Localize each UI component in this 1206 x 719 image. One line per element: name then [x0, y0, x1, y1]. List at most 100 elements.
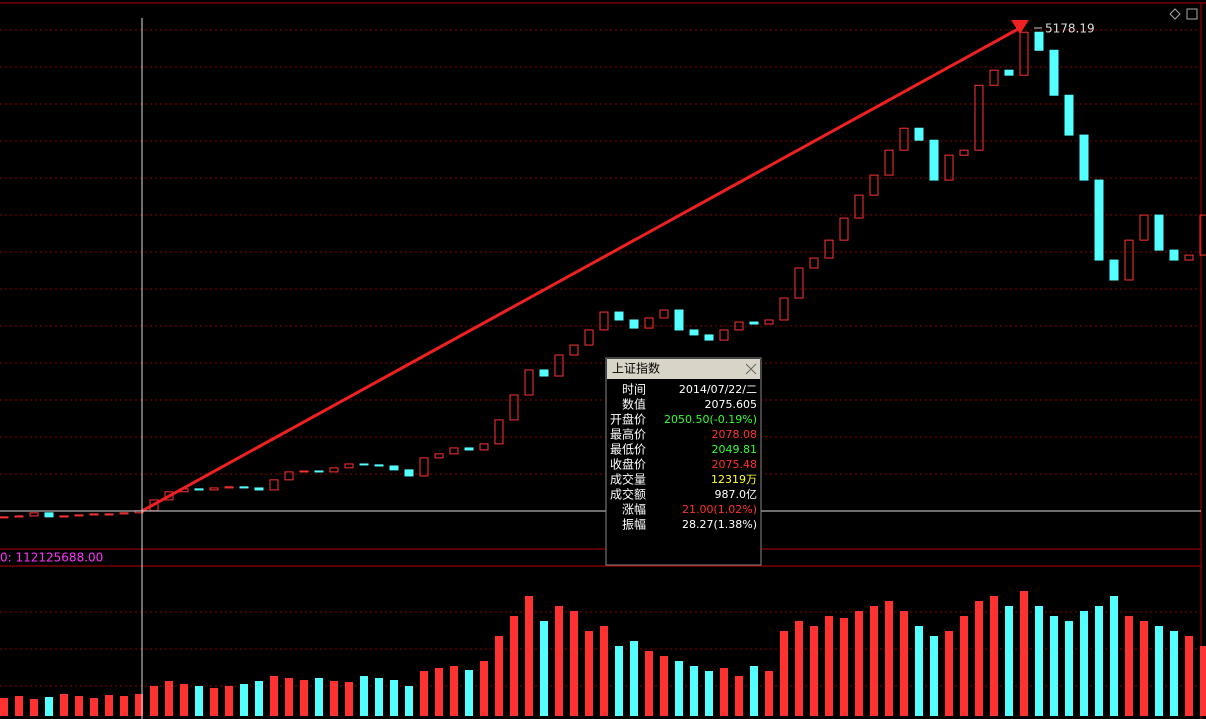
volume-bar: [600, 626, 608, 716]
diamond-icon[interactable]: [1169, 8, 1181, 20]
candle: [599, 311, 609, 331]
candle: [314, 470, 324, 473]
candle: [389, 465, 399, 471]
candle: [614, 311, 624, 321]
volume-bar: [1005, 606, 1013, 716]
volume-bar: [1035, 606, 1043, 716]
candle: [119, 512, 129, 515]
candle: [974, 84, 984, 151]
candle: [224, 486, 234, 489]
tooltip-label: 时间: [622, 383, 646, 397]
volume-bar: [660, 656, 668, 716]
volume-bar: [135, 694, 143, 716]
candle: [749, 321, 759, 325]
volume-bar: [330, 681, 338, 716]
volume-bar: [615, 646, 623, 716]
candle: [779, 297, 789, 321]
tooltip-label: 涨幅: [622, 502, 646, 517]
tooltip-value: 21.00(1.02%): [682, 503, 757, 516]
candle: [464, 447, 474, 451]
candle: [719, 329, 729, 341]
volume-bar: [885, 601, 893, 716]
candle: [1109, 259, 1119, 281]
candle: [629, 319, 639, 329]
candle: [1094, 179, 1104, 261]
candle: [284, 471, 294, 481]
volume-bar: [810, 626, 818, 716]
volume-bar: [90, 698, 98, 716]
candle: [14, 515, 24, 518]
tooltip-label: 数值: [622, 397, 646, 412]
candle: [1124, 239, 1134, 281]
volume-bar: [60, 694, 68, 716]
candle: [209, 487, 219, 491]
candle: [944, 154, 954, 181]
volume-bar: [1050, 616, 1058, 716]
volume-bar: [30, 699, 38, 716]
tooltip-label: 成交量: [610, 472, 646, 487]
candle: [659, 309, 669, 319]
tooltip-value: 2078.08: [712, 428, 758, 441]
volume-bar: [315, 678, 323, 716]
candle: [584, 329, 594, 346]
volume-bar: [840, 618, 848, 716]
candle: [674, 309, 684, 331]
candle: [929, 139, 939, 181]
candle: [734, 321, 744, 331]
volume-bar: [255, 681, 263, 716]
volume-bar: [180, 684, 188, 716]
volume-bar: [15, 696, 23, 716]
volume-bar: [930, 636, 938, 716]
candle: [539, 369, 549, 377]
candle: [959, 149, 969, 156]
candle: [914, 127, 924, 141]
candle: [1079, 134, 1089, 181]
tooltip-label: 振幅: [622, 517, 646, 532]
close-icon[interactable]: [745, 363, 757, 375]
volume-bar: [465, 670, 473, 716]
volume-bar: [360, 676, 368, 716]
candle: [419, 457, 429, 477]
volume-bar: [735, 676, 743, 716]
candle: [194, 488, 204, 491]
volume-bar: [555, 606, 563, 716]
candle: [1004, 69, 1014, 76]
candle: [344, 463, 354, 469]
trend-arrow: [1011, 19, 1029, 34]
tooltip-value: 2075.605: [705, 398, 758, 411]
window-icon[interactable]: [1186, 8, 1198, 20]
volume-bar: [195, 686, 203, 716]
volume-bar: [375, 678, 383, 716]
volume-bar: [45, 697, 53, 716]
tooltip-value: 2014/07/22/二: [679, 383, 757, 396]
candle: [764, 319, 774, 325]
candle: [239, 486, 249, 489]
candle: [1019, 31, 1029, 76]
volume-bar: [780, 631, 788, 716]
tooltip-label: 最低价: [610, 443, 646, 457]
volume-bar: [645, 651, 653, 716]
volume-bar: [105, 695, 113, 716]
tooltip-label: 收盘价: [610, 457, 646, 472]
volume-bar: [585, 631, 593, 716]
candle: [899, 127, 909, 151]
volume-bar: [570, 611, 578, 716]
trend-line: [141, 26, 1021, 513]
candle: [359, 463, 369, 466]
volume-bar: [1200, 646, 1206, 716]
candle: [1154, 214, 1164, 251]
tooltip-label: 最高价: [610, 427, 646, 442]
tooltip-header: [607, 359, 760, 379]
candle: [329, 467, 339, 473]
tooltip-value: 987.0亿: [715, 488, 758, 501]
volume-bar: [870, 606, 878, 716]
volume-bar: [720, 668, 728, 716]
volume-bar: [540, 621, 548, 716]
candle: [989, 69, 999, 86]
volume-bar: [345, 682, 353, 716]
volume-bar: [900, 611, 908, 716]
volume-bar: [285, 678, 293, 716]
volume-bar: [915, 626, 923, 716]
